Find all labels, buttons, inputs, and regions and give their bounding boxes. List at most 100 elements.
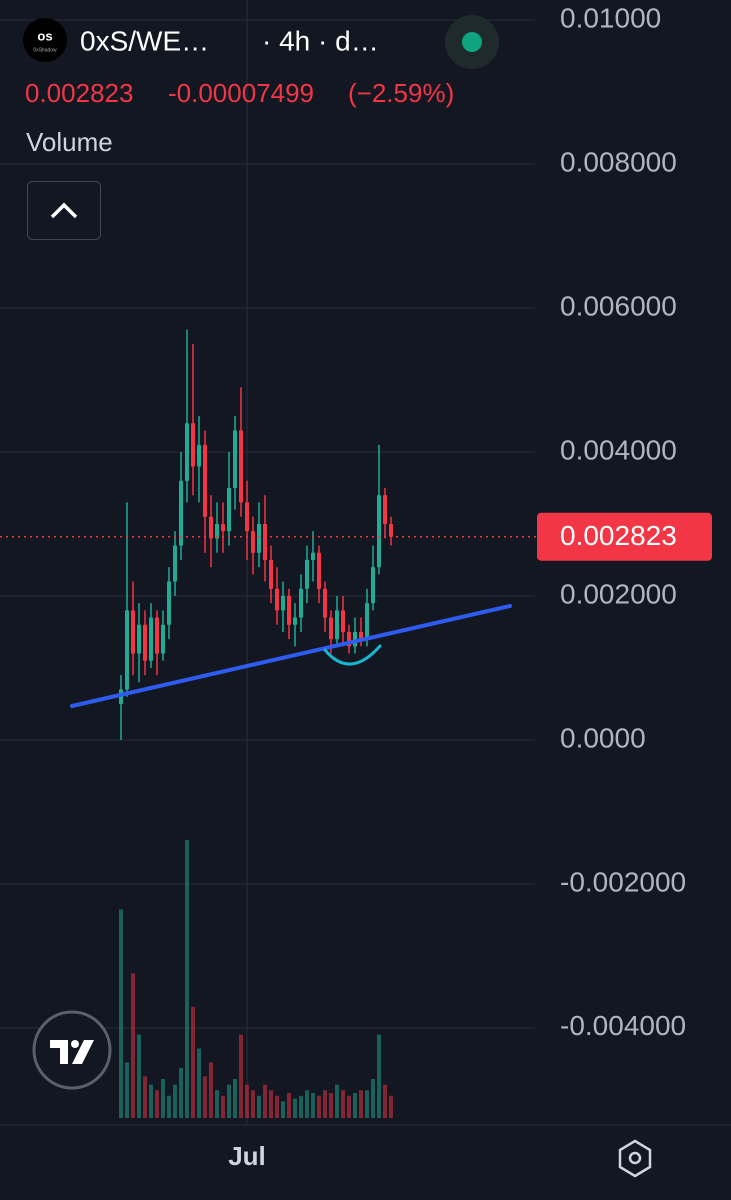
candle-body xyxy=(203,444,207,517)
volume-bar xyxy=(311,1092,315,1118)
x-tick-label: Jul xyxy=(228,1141,266,1171)
candle-body xyxy=(233,430,237,489)
candle-body xyxy=(323,588,327,618)
settings-icon-center xyxy=(628,1151,642,1165)
volume-bar xyxy=(299,1095,303,1118)
price-change-percent: (−2.59%) xyxy=(348,78,454,108)
volume-bar xyxy=(161,1079,165,1118)
volume-bar xyxy=(317,1095,321,1118)
volume-bar xyxy=(281,1101,285,1118)
chevron-icon xyxy=(50,202,78,219)
y-tick-label: 0.006000 xyxy=(560,290,677,321)
candle-body xyxy=(221,523,225,532)
candle-body xyxy=(311,552,315,560)
y-tick-label: 0.004000 xyxy=(560,434,677,465)
candle-body xyxy=(137,624,141,654)
volume-bar xyxy=(167,1095,171,1118)
candle-body xyxy=(365,603,369,640)
candle-body xyxy=(269,559,273,589)
volume-bar xyxy=(137,1034,141,1118)
volume-bar xyxy=(341,1090,345,1118)
candle-body xyxy=(341,610,345,632)
volume-bar xyxy=(239,1034,243,1118)
volume-bar xyxy=(191,1006,195,1118)
volume-bar xyxy=(263,1084,267,1118)
candle-body xyxy=(329,617,333,640)
y-tick-label: 0.01000 xyxy=(560,3,661,34)
last-price: 0.002823 xyxy=(25,78,133,108)
candle-body xyxy=(287,595,291,625)
candle-body xyxy=(191,423,195,467)
last-price-label: 0.002823 xyxy=(560,520,677,551)
tv-logo-mark xyxy=(50,1040,94,1064)
collapse-button[interactable] xyxy=(27,181,101,240)
volume-bar xyxy=(215,1090,219,1118)
volume-bar xyxy=(275,1095,279,1118)
candle-body xyxy=(239,430,243,503)
candle-body xyxy=(305,559,309,589)
volume-bar xyxy=(125,1062,129,1118)
volume-bar xyxy=(347,1095,351,1118)
volume-bar xyxy=(293,1098,297,1118)
volume-bar xyxy=(185,840,189,1118)
volume-bar xyxy=(353,1092,357,1118)
logo-mark: os xyxy=(37,28,52,43)
candle-body xyxy=(335,610,339,640)
y-tick-label: 0.0000 xyxy=(560,722,646,753)
candle-body xyxy=(389,523,393,537)
logo-text: 0xShadow xyxy=(33,47,57,53)
candle-body xyxy=(347,631,351,647)
volume-bar xyxy=(365,1090,369,1118)
interval[interactable]: · 4h · d… xyxy=(262,25,379,56)
candle-body xyxy=(155,617,159,654)
volume-bar xyxy=(377,1034,381,1118)
candle-body xyxy=(227,488,231,532)
volume-bar xyxy=(155,1090,159,1118)
volume-bar xyxy=(197,1048,201,1118)
volume-layer xyxy=(119,840,393,1118)
candle-body xyxy=(215,523,219,539)
y-tick-label: -0.002000 xyxy=(560,866,686,897)
volume-bar xyxy=(335,1084,339,1118)
candle-body xyxy=(353,631,357,647)
volume-bar xyxy=(323,1090,327,1118)
indicator-name: Volume xyxy=(26,127,113,157)
candle-body xyxy=(161,624,165,654)
volume-bar xyxy=(179,1067,183,1118)
volume-bar xyxy=(251,1090,255,1118)
candle-body xyxy=(173,545,177,582)
candle-body xyxy=(371,567,375,604)
volume-bar xyxy=(329,1092,333,1118)
volume-bar xyxy=(221,1095,225,1118)
candle-body xyxy=(299,588,303,618)
symbol-name[interactable]: 0xS/WE… xyxy=(80,25,209,56)
candle-body xyxy=(131,610,135,654)
y-tick-label: -0.004000 xyxy=(560,1010,686,1041)
candle-body xyxy=(359,631,363,640)
candle-body xyxy=(293,617,297,625)
trend-line xyxy=(70,604,512,708)
symbol-logo[interactable] xyxy=(23,18,67,62)
y-tick-label: 0.008000 xyxy=(560,146,677,177)
tv-logo[interactable] xyxy=(32,1010,112,1090)
tv-logo-dot xyxy=(71,1040,79,1048)
volume-bar xyxy=(257,1095,261,1118)
volume-bar xyxy=(269,1090,273,1118)
settings-icon[interactable] xyxy=(618,1139,652,1178)
status-dot xyxy=(462,32,482,52)
volume-bar xyxy=(287,1092,291,1118)
y-tick-label: 0.002000 xyxy=(560,578,677,609)
volume-bar xyxy=(227,1084,231,1118)
volume-bar xyxy=(209,1062,213,1118)
price-axis: 0.01000 0.008000 0.006000 0.004000 0.002000 0… xyxy=(0,3,712,1171)
candle-body xyxy=(167,581,171,625)
volume-bar xyxy=(149,1084,153,1118)
candle-body xyxy=(125,610,129,690)
candle-body xyxy=(383,495,387,524)
volume-bar xyxy=(173,1084,177,1118)
volume-bar xyxy=(371,1079,375,1118)
candle-body xyxy=(179,480,183,546)
volume-bar xyxy=(203,1076,207,1118)
